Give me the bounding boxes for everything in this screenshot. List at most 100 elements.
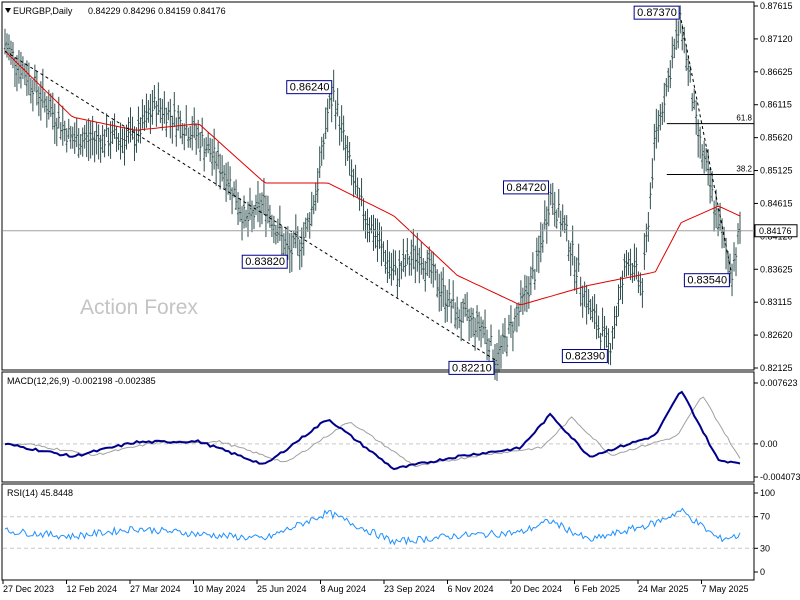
price-bar [730, 263, 734, 297]
price-bar [641, 278, 644, 308]
price-bar [236, 192, 240, 226]
price-bar [214, 151, 218, 187]
price-bar [736, 223, 740, 245]
price-bar [692, 88, 696, 110]
price-bar [712, 200, 716, 232]
price-bar [312, 194, 315, 215]
price-callout-box [633, 5, 680, 20]
price-bar [109, 121, 112, 159]
time-axis: 27 Dec 2023 12 Feb 2024 27 Mar 2024 10 May … [2, 580, 749, 594]
price-bar [583, 281, 586, 307]
price-bar [451, 280, 455, 309]
price-callout-box [561, 349, 608, 364]
price-bar [117, 133, 120, 151]
price-bar [382, 241, 385, 262]
price-bar [509, 305, 513, 338]
price-bar [589, 299, 592, 321]
price-bar [563, 215, 566, 234]
symbol-label: EURGBP,Daily [13, 6, 73, 16]
price-bar [366, 208, 369, 243]
price-bar [659, 103, 662, 131]
price-bar [414, 245, 417, 284]
macd-line [4, 390, 741, 471]
price-bar [523, 274, 527, 312]
macd-title: MACD(12,26,9) -0.002198 -0.002385 [7, 376, 156, 386]
price-tick-label: 0.86625 [760, 67, 793, 77]
price-bar [704, 147, 708, 172]
price-bar [430, 252, 433, 284]
price-bar [690, 93, 694, 112]
price-bar [97, 124, 100, 160]
macd-tick-label: 0.007623 [760, 378, 798, 388]
price-bar [453, 302, 457, 329]
price-bar [537, 235, 541, 274]
price-bar [324, 107, 327, 139]
price-bar [533, 269, 537, 290]
price-tick-label: 0.82125 [760, 363, 793, 373]
price-bar [615, 305, 618, 327]
price-bar [424, 260, 427, 292]
price-tick-label: 0.85125 [760, 166, 793, 176]
price-bar [406, 237, 409, 265]
price-bar [133, 126, 136, 162]
downtrend-line [4, 50, 497, 361]
price-bar [3, 28, 7, 55]
price-bar [404, 254, 407, 277]
price-bar [226, 161, 230, 195]
price-bar [685, 44, 688, 71]
time-tick-label: 27 Mar 2024 [130, 584, 181, 594]
price-bar [185, 105, 188, 136]
price-bar [398, 250, 401, 288]
price-bar [581, 285, 584, 318]
price-bar [535, 237, 539, 272]
rsi-tick-label: 70 [760, 512, 770, 522]
price-bar [286, 226, 290, 260]
price-bar [53, 103, 56, 144]
price-bar [420, 241, 423, 275]
price-bar [49, 93, 53, 117]
price-bar [43, 91, 47, 113]
macd-tick-label: 0.00 [760, 439, 778, 449]
price-bar [338, 116, 341, 146]
price-callout-box [241, 254, 288, 269]
price-callout-label: 0.84720 [507, 182, 547, 194]
price-bar [135, 127, 138, 153]
price-bar [617, 284, 620, 317]
price-bar [505, 336, 509, 357]
price-bar [85, 120, 88, 158]
price-bar [352, 168, 355, 198]
price-bar [63, 120, 66, 142]
price-bar [354, 164, 357, 195]
price-bar [394, 250, 397, 276]
price-bar [567, 240, 570, 262]
price-callout-label: 0.87370 [637, 7, 677, 19]
price-bar [418, 247, 421, 284]
price-bar [292, 230, 296, 249]
current-price-box [754, 224, 798, 238]
price-bar [621, 270, 624, 305]
price-bar [302, 222, 305, 256]
price-bar [248, 187, 252, 220]
price-tick-label: 0.85620 [760, 133, 793, 143]
price-bar [204, 137, 208, 158]
price-bar [356, 177, 359, 198]
retracement-line [680, 20, 732, 273]
price-bar [334, 100, 337, 130]
price-bar [627, 252, 630, 276]
price-bar [65, 128, 68, 153]
price-bar [306, 213, 309, 232]
price-bar [252, 205, 256, 230]
price-bar [199, 131, 202, 162]
price-bar [364, 210, 367, 239]
price-callouts: 0.87370 0.86240 0.84720 0.83820 0.83540 0.823… [241, 5, 730, 375]
price-bar [212, 128, 216, 170]
price-bar [716, 208, 720, 237]
price-bar [99, 134, 102, 163]
price-bar [495, 342, 499, 381]
price-tick-label: 0.83625 [760, 264, 793, 274]
price-bar [278, 205, 282, 242]
price-tick-label: 0.84615 [760, 198, 793, 208]
collapse-triangle-icon[interactable] [5, 8, 11, 13]
price-bar [336, 88, 339, 117]
price-bar [258, 193, 262, 228]
